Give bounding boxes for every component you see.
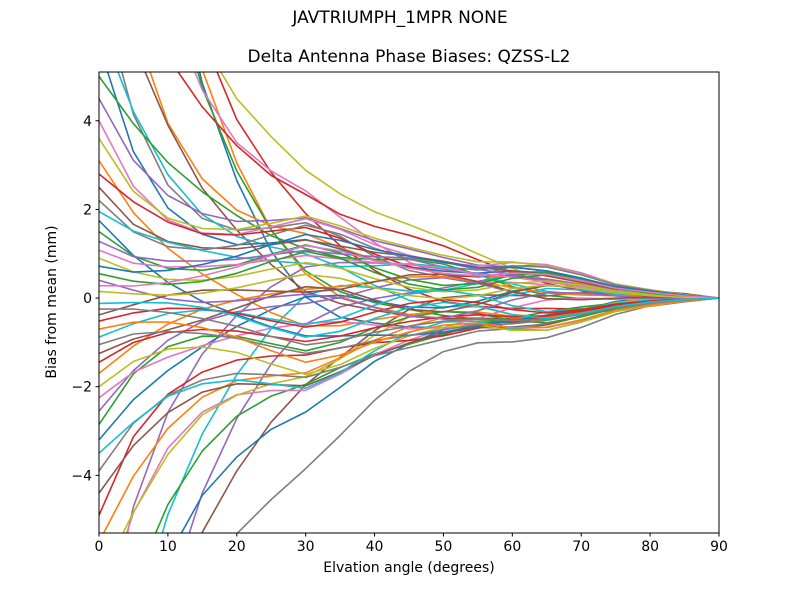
series-line — [161, 270, 719, 533]
x-tick-label: 10 — [159, 539, 177, 555]
x-tick-label: 0 — [95, 539, 104, 555]
figure-title: JAVTRIUMPH_1MPR NONE — [292, 8, 508, 28]
series-line — [99, 244, 719, 299]
series-line — [99, 279, 719, 319]
series-line — [99, 273, 719, 300]
series-line — [236, 297, 719, 533]
y-tick-label: −2 — [71, 380, 92, 396]
y-tick-label: 0 — [83, 291, 92, 307]
series-line — [99, 297, 719, 472]
y-axis-label: Bias from mean (mm) — [44, 225, 60, 379]
x-tick-label: 40 — [366, 539, 384, 555]
x-tick-label: 30 — [297, 539, 315, 555]
x-tick-label: 70 — [572, 539, 590, 555]
series-line — [219, 72, 719, 300]
y-tick-label: 2 — [83, 202, 92, 218]
y-tick-label: 4 — [83, 114, 92, 130]
x-tick-label: 80 — [641, 539, 659, 555]
axes-frame — [98, 71, 720, 534]
series-line — [177, 72, 719, 300]
series-line — [99, 297, 719, 338]
series-line — [99, 297, 719, 364]
series-line — [99, 233, 719, 299]
series-line — [117, 72, 719, 309]
series-line — [193, 72, 719, 299]
x-tick-label: 60 — [503, 539, 521, 555]
series-line — [196, 72, 719, 323]
x-tick-label: 20 — [228, 539, 246, 555]
series-line — [99, 297, 719, 328]
series-line — [99, 273, 719, 316]
x-axis-label: Elvation angle (degrees) — [323, 560, 495, 576]
series-line — [99, 257, 719, 299]
y-tick-label: −4 — [71, 468, 92, 484]
x-tick-label: 90 — [710, 539, 728, 555]
axes-title: Delta Antenna Phase Biases: QZSS-L2 — [247, 47, 571, 67]
series-line — [121, 72, 719, 299]
series-line — [99, 186, 719, 299]
series-line — [180, 295, 719, 533]
series-line — [149, 72, 719, 299]
x-tick-label: 50 — [435, 539, 453, 555]
